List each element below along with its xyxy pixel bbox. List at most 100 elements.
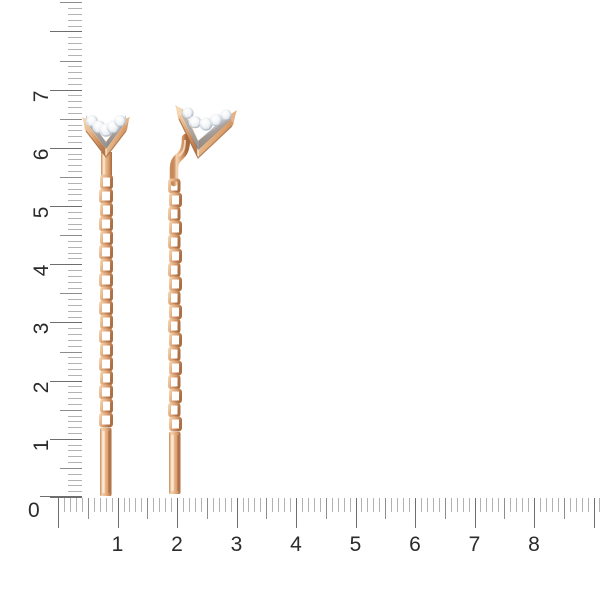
horizontal-minor-tick [153,498,155,512]
horizontal-minor-tick [248,498,250,512]
horizontal-scale-label: 4 [290,533,302,556]
vertical-minor-tick [68,217,82,219]
horizontal-minor-tick [188,498,190,512]
horizontal-minor-tick [218,498,220,512]
vertical-minor-tick [68,25,82,27]
vertical-minor-tick [68,37,82,39]
horizontal-minor-tick [93,498,95,512]
vertical-minor-tick [68,479,82,481]
horizontal-minor-tick [165,498,167,512]
horizontal-minor-tick [569,498,571,512]
horizontal-minor-tick [171,498,172,512]
vertical-minor-tick [68,112,82,114]
horizontal-minor-tick [141,498,143,512]
vertical-minor-tick [68,246,82,248]
horizontal-minor-tick [516,498,518,512]
horizontal-minor-tick [551,498,553,512]
horizontal-major-tick [296,498,297,528]
scale-origin-label: 0 [28,499,40,522]
vertical-minor-tick [68,200,82,202]
horizontal-minor-tick [575,498,577,512]
horizontal-minor-tick [254,498,256,512]
horizontal-mid-tick [385,498,387,519]
horizontal-minor-tick [420,498,422,512]
right-chain [168,178,182,432]
vertical-minor-tick [68,83,82,85]
vertical-minor-tick [68,299,82,301]
horizontal-minor-tick [343,498,345,512]
vertical-minor-tick [68,281,82,283]
horizontal-scale-label: 1 [111,533,124,556]
horizontal-minor-tick [129,498,131,512]
vertical-minor-tick [68,392,82,394]
horizontal-minor-tick [510,498,512,512]
horizontal-minor-tick [528,498,530,512]
horizontal-scale-label: 8 [528,533,540,556]
vertical-mid-tick [60,293,82,295]
vertical-minor-tick [68,369,82,370]
vertical-mid-tick [60,351,82,353]
horizontal-minor-tick [194,498,196,512]
vertical-minor-tick [68,48,82,50]
vertical-minor-tick [68,363,82,365]
horizontal-minor-tick [349,498,351,512]
vertical-minor-tick [68,142,82,143]
vertical-minor-tick [68,54,82,56]
vertical-minor-tick [68,13,82,15]
horizontal-minor-tick [492,498,494,512]
vertical-minor-tick [68,328,82,330]
vertical-major-tick [50,438,82,440]
vertical-minor-tick [68,258,82,260]
horizontal-minor-tick [284,498,286,512]
horizontal-minor-tick [379,498,381,512]
horizontal-minor-tick [111,498,113,512]
horizontal-minor-tick [367,498,369,512]
vertical-major-tick [50,31,82,33]
left-v-chevron [82,117,130,158]
horizontal-scale-label: 5 [349,533,362,556]
vertical-minor-tick [68,95,82,97]
vertical-minor-tick [68,124,82,126]
horizontal-minor-tick [468,498,470,512]
vertical-minor-tick [68,101,82,103]
vertical-minor-tick [68,374,82,376]
vertical-minor-tick [68,287,82,289]
horizontal-minor-tick [480,498,482,512]
right-hook-post [169,133,191,187]
vertical-minor-tick [68,240,82,242]
horizontal-mid-tick [504,498,506,519]
horizontal-mid-tick [147,498,149,519]
vertical-major-tick [50,206,82,207]
horizontal-minor-tick [391,498,393,512]
horizontal-minor-tick [81,498,83,512]
vertical-major-tick [50,147,82,149]
horizontal-minor-tick [200,498,202,512]
scale-corner-rule [40,496,82,497]
horizontal-minor-tick [337,498,339,512]
diamond-stone [220,109,232,121]
vertical-minor-tick [68,19,82,21]
horizontal-minor-tick [260,498,262,512]
horizontal-minor-tick [462,498,464,512]
vertical-minor-tick [68,107,82,109]
horizontal-minor-tick [522,498,524,512]
horizontal-minor-tick [432,498,434,512]
horizontal-mid-tick [87,498,89,519]
horizontal-minor-tick [373,498,375,512]
horizontal-major-tick [58,498,59,528]
horizontal-major-tick [534,498,535,528]
vertical-major-tick [50,89,82,91]
vertical-minor-tick [68,357,82,359]
vertical-mid-tick [60,2,82,4]
horizontal-minor-tick [301,498,303,512]
horizontal-minor-tick [397,498,399,512]
horizontal-minor-tick [75,498,77,512]
horizontal-minor-tick [545,498,547,512]
horizontal-major-tick [355,498,357,528]
horizontal-minor-tick [539,498,541,512]
horizontal-major-tick [236,498,238,528]
horizontal-minor-tick [278,498,280,512]
